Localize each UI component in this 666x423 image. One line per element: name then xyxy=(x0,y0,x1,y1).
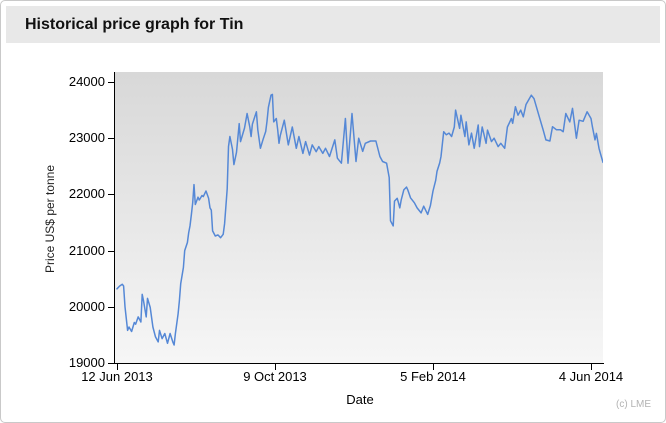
y-tick-label: 20000 xyxy=(68,299,105,314)
attribution-label: (c) LME xyxy=(616,399,651,410)
y-tick xyxy=(108,363,114,364)
x-tick xyxy=(433,364,434,370)
y-tick xyxy=(108,138,114,139)
x-axis-title: Date xyxy=(346,392,374,407)
y-tick xyxy=(108,82,114,83)
y-axis-title: Price US$ per tonne xyxy=(43,164,57,274)
x-tick-label: 4 Jun 2014 xyxy=(558,369,624,384)
y-tick xyxy=(108,307,114,308)
page-title: Historical price graph for Tin xyxy=(25,16,244,33)
y-axis-line xyxy=(114,72,115,364)
x-tick xyxy=(117,364,118,370)
y-tick-label: 24000 xyxy=(68,74,105,89)
chart-title-bar: Historical price graph for Tin xyxy=(6,6,660,43)
y-tick-label: 23000 xyxy=(68,130,105,145)
y-tick xyxy=(108,251,114,252)
y-tick-label: 21000 xyxy=(68,243,105,258)
price-line xyxy=(116,93,603,346)
x-tick-label: 12 Jun 2013 xyxy=(81,369,153,384)
x-tick-label: 9 Oct 2013 xyxy=(243,369,307,384)
y-tick-label: 19000 xyxy=(68,355,105,370)
y-tick xyxy=(108,194,114,195)
y-tick-label: 22000 xyxy=(68,186,105,201)
price-line-svg xyxy=(116,93,603,346)
x-tick xyxy=(591,364,592,370)
plot-area xyxy=(115,72,603,363)
x-tick-label: 5 Feb 2014 xyxy=(400,369,466,384)
x-axis-line xyxy=(114,363,604,364)
x-tick xyxy=(275,364,276,370)
